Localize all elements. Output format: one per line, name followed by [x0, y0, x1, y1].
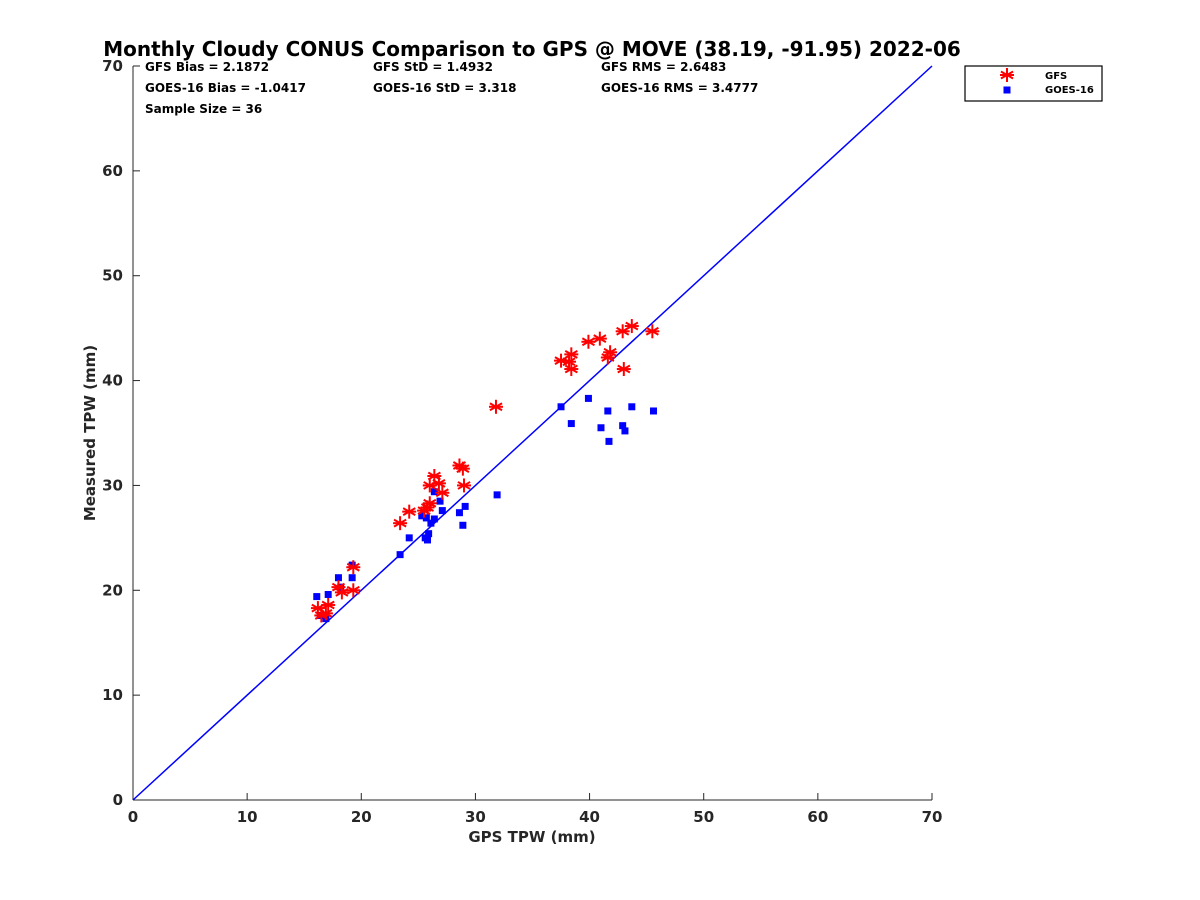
legend-gfs-label: GFS: [1045, 71, 1067, 82]
y-tick-label: 0: [113, 791, 123, 809]
goes16-point: [334, 574, 342, 582]
x-tick-label: 0: [128, 808, 138, 826]
goes16-point: [422, 514, 430, 522]
chart-title: Monthly Cloudy CONUS Comparison to GPS @…: [103, 37, 961, 61]
y-tick-label: 20: [102, 581, 123, 599]
gfs-point: [616, 362, 631, 377]
goes16-point: [597, 424, 605, 432]
goes16-point: [436, 497, 444, 505]
goes16-point: [557, 403, 565, 411]
gfs-point: [402, 504, 417, 519]
goes16-point: [396, 551, 404, 559]
gfs-point: [603, 345, 618, 360]
goes16-point: [348, 574, 356, 582]
goes16-point: [461, 502, 469, 510]
legend: GFS GOES-16: [964, 65, 1103, 102]
gfs-point: [457, 478, 472, 493]
gfs-point: [422, 478, 437, 493]
goes16-point: [455, 509, 463, 517]
gfs-point: [346, 560, 361, 575]
x-ticks: 0 10 20 30 40 50 60 70: [128, 793, 943, 826]
goes16-point: [430, 515, 438, 523]
gfs-point: [346, 583, 361, 598]
stat-goes-rms: GOES-16 RMS = 3.4777: [601, 81, 758, 95]
x-tick-label: 60: [807, 808, 828, 826]
goes16-point: [649, 407, 657, 415]
stat-sample-size: Sample Size = 36: [145, 102, 262, 116]
gfs-point: [562, 354, 577, 369]
goes16-point: [430, 488, 438, 496]
one-to-one-line: [132, 65, 933, 801]
gfs-point: [564, 362, 579, 377]
gfs-point: [321, 597, 336, 612]
series-gfs: [310, 319, 660, 623]
stat-gfs-std: GFS StD = 1.4932: [373, 60, 493, 74]
goes16-point: [628, 403, 636, 411]
gfs-point: [624, 319, 639, 334]
goes16-point: [425, 530, 433, 538]
y-tick-label: 70: [102, 57, 123, 75]
goes16-point: [348, 561, 356, 569]
y-ticks: 0 10 20 30 40 50 60 70: [102, 57, 140, 809]
gfs-point: [435, 485, 450, 500]
gfs-point: [581, 334, 596, 349]
gfs-point: [488, 399, 503, 414]
goes16-point: [418, 512, 426, 520]
gfs-point: [318, 606, 333, 621]
x-tick-label: 20: [351, 808, 372, 826]
goes16-point: [324, 590, 332, 598]
y-tick-label: 50: [102, 267, 123, 285]
legend-gfs-marker: [1000, 68, 1014, 82]
stat-goes-bias: GOES-16 Bias = -1.0417: [145, 81, 306, 95]
goes16-point: [423, 536, 431, 544]
goes16-point: [605, 437, 613, 445]
goes16-point: [619, 422, 627, 430]
goes16-point: [621, 427, 629, 435]
gfs-point: [645, 324, 660, 339]
x-axis-label: GPS TPW (mm): [468, 828, 595, 846]
x-tick-label: 70: [922, 808, 943, 826]
gfs-point: [564, 347, 579, 362]
goes16-point: [405, 534, 413, 542]
goes16-point: [427, 519, 435, 527]
gfs-point: [393, 516, 408, 531]
gfs-point: [422, 496, 437, 511]
stats-block: GFS Bias = 2.1872 GFS StD = 1.4932 GFS R…: [145, 60, 758, 116]
gfs-point: [455, 461, 470, 476]
x-tick-label: 50: [693, 808, 714, 826]
y-tick-label: 40: [102, 372, 123, 390]
y-tick-label: 60: [102, 162, 123, 180]
y-tick-label: 10: [102, 686, 123, 704]
stat-gfs-bias: GFS Bias = 2.1872: [145, 60, 269, 74]
goes16-point: [438, 507, 446, 515]
x-tick-label: 30: [465, 808, 486, 826]
legend-goes16-square: [1003, 86, 1011, 94]
y-axis-label: Measured TPW (mm): [81, 345, 99, 521]
x-tick-label: 40: [579, 808, 600, 826]
stat-goes-std: GOES-16 StD = 3.318: [373, 81, 516, 95]
goes16-point: [459, 521, 467, 529]
goes16-point: [567, 420, 575, 428]
legend-goes16-label: GOES-16: [1045, 85, 1094, 96]
legend-goes16-marker: [1003, 86, 1011, 94]
goes16-point: [604, 407, 612, 415]
gfs-point: [592, 331, 607, 346]
legend-gfs-asterisk: [1000, 68, 1014, 82]
goes16-point: [493, 491, 501, 499]
y-tick-label: 30: [102, 476, 123, 494]
gfs-point: [431, 476, 446, 491]
goes16-point: [313, 593, 321, 601]
gfs-point: [334, 585, 349, 600]
stat-gfs-rms: GFS RMS = 2.6483: [601, 60, 726, 74]
goes16-point: [584, 394, 592, 402]
legend-box: [964, 65, 1103, 102]
x-tick-label: 10: [237, 808, 258, 826]
